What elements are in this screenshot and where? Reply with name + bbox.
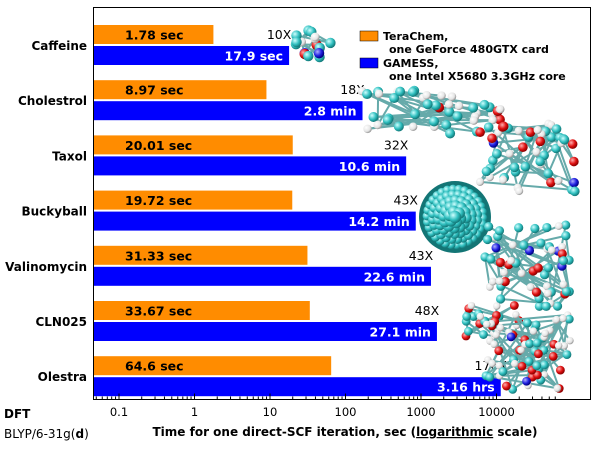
gamess-value-label: 17.9 sec [225,49,284,64]
cholesterol-molecule-image [357,85,505,139]
basis-suffix: ) [84,427,89,441]
terachem-value-label: 20.01 sec [125,138,192,153]
terachem-bar [94,301,310,320]
molecule-images [290,25,580,394]
category-label: Buckyball [21,205,87,219]
gamess-value-label: 10.6 min [339,159,400,174]
legend-entry-text: GAMESS, [383,57,439,70]
olestra-molecule-image [481,310,574,394]
x-axis-title-part: logarithmic [416,425,493,439]
buckyball-molecule-image [419,181,491,253]
category-label: CLN025 [35,315,87,329]
terachem-value-label: 8.97 sec [125,83,184,98]
category-label: Caffeine [31,39,87,53]
gamess-value-label: 22.6 min [364,269,425,284]
taxol-molecule-image [475,119,580,197]
speedup-label: 48X [415,303,440,318]
terachem-bar [94,356,332,376]
speedup-label: 10X [267,27,292,42]
category-label: Taxol [52,149,87,163]
terachem-bar [94,190,293,210]
category-label: Cholestrol [18,94,87,108]
legend-entry-text: TeraChem, [383,30,448,43]
gamess-bar [94,46,290,65]
gamess-bar [94,211,416,231]
bars-layer: Caffeine 1.78 sec 17.9 sec 10X Cholestrol 8.9… [5,25,507,397]
terachem-value-label: 19.72 sec [125,193,192,208]
speedup-label: 43X [394,193,419,208]
legend-entry-text: one Intel X5680 3.3GHz core [389,70,566,83]
x-tick-label: 1000 [406,405,435,419]
basis-prefix: BLYP/6-31g( [4,427,75,441]
x-tick-label: 1 [191,405,198,419]
terachem-bar [94,25,214,44]
legend: TeraChem,one GeForce 480GTX cardGAMESS,o… [359,30,566,83]
basis-polarization: d [75,427,84,441]
terachem-value-label: 64.6 sec [125,359,184,374]
gamess-bar [94,156,407,176]
x-tick-label: 100 [335,405,357,419]
x-tick-label: 0.1 [110,405,128,419]
terachem-value-label: 33.67 sec [125,304,192,319]
x-axis-title-part: scale) [493,425,537,439]
terachem-bar [94,135,293,155]
x-axis-title-part: Time for one direct-SCF iteration, sec ( [152,425,416,439]
valinomycin-molecule-image [480,220,574,311]
x-axis: 0.1 1 10 100 1000 10000 Time for one direct-SC… [95,393,556,439]
gamess-bar [94,266,431,286]
gamess-bar [94,322,437,341]
terachem-bar [94,245,308,265]
category-label: Valinomycin [5,260,87,274]
basis-set-label: BLYP/6-31g(d) [4,427,89,441]
gamess-value-label: 27.1 min [370,325,431,340]
terachem-value-label: 31.33 sec [125,248,192,263]
category-label: Olestra [38,370,87,384]
gamess-value-label: 3.16 hrs [437,380,495,395]
caffeine-molecule-image [290,25,336,63]
gamess-bar [94,377,501,397]
speedup-label: 43X [409,248,434,263]
legend-entry-text: one GeForce 480GTX card [389,43,549,56]
terachem-bar [94,80,267,100]
gamess-value-label: 2.8 min [304,104,357,119]
x-tick-label: 10 [263,405,278,419]
legend-swatch-terachem [359,30,379,42]
x-axis-title: Time for one direct-SCF iteration, sec (… [152,425,537,439]
method-label: DFT [4,407,31,421]
speedup-label: 32X [384,137,409,152]
gamess-bar [94,101,363,121]
terachem-value-label: 1.78 sec [125,28,184,43]
gamess-value-label: 14.2 min [348,214,409,229]
x-tick-label: 10000 [478,405,515,419]
legend-swatch-gamess [359,57,379,69]
